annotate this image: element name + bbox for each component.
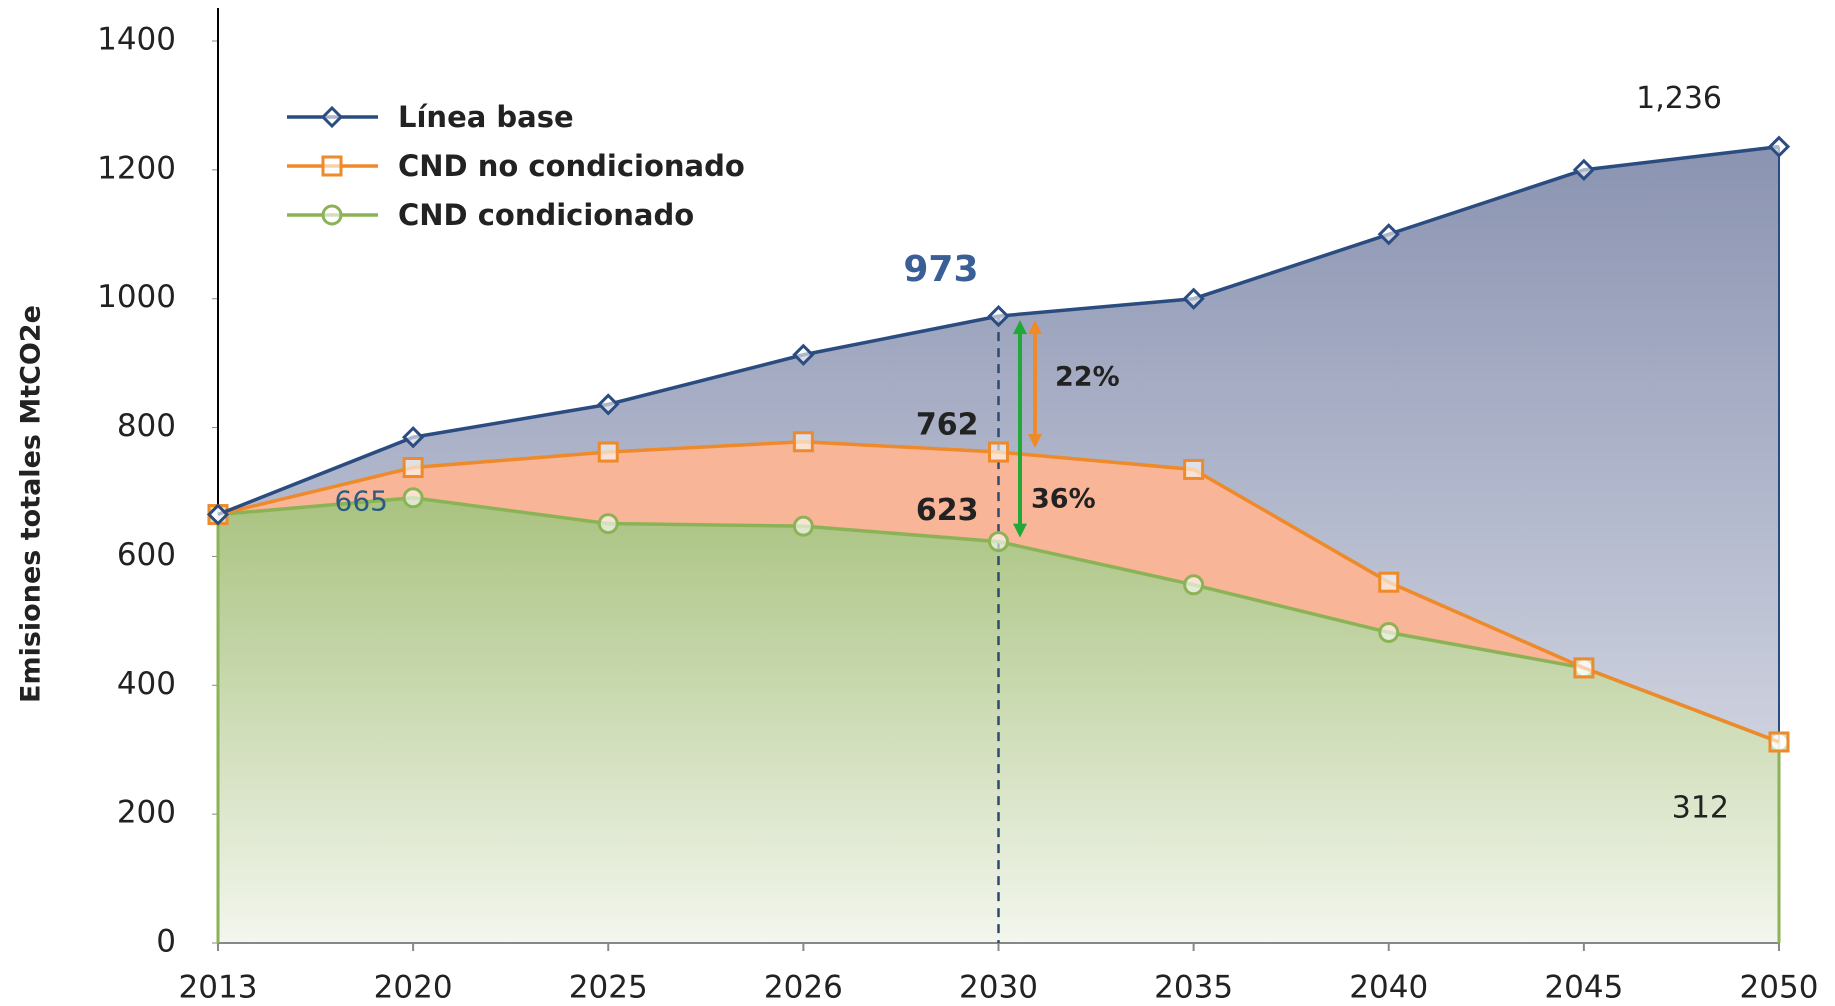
y-tick-label: 200	[117, 795, 176, 831]
legend-label: CND no condicionado	[398, 149, 745, 183]
y-tick-label: 1200	[97, 150, 176, 186]
marker	[1572, 158, 1595, 181]
x-tick-label: 2026	[764, 970, 843, 1006]
marker	[597, 513, 619, 535]
marker	[1183, 458, 1205, 480]
marker	[987, 304, 1010, 328]
data-label: 762	[916, 408, 979, 443]
arrow-head	[1028, 434, 1042, 449]
marker	[792, 515, 814, 537]
x-tick-label: 2030	[959, 970, 1038, 1006]
marker	[1767, 135, 1791, 158]
marker	[402, 487, 424, 509]
marker	[597, 441, 619, 463]
marker	[320, 105, 344, 129]
legend-marker	[320, 105, 344, 129]
y-axis-title: Emisiones totales MtCO2e	[16, 305, 47, 703]
y-tick-label: 0	[156, 924, 176, 960]
marker	[597, 393, 620, 416]
data-label: 665	[335, 485, 388, 518]
y-tick-label: 400	[117, 666, 176, 702]
legend-marker	[321, 155, 343, 177]
legend-label: CND condicionado	[398, 198, 694, 232]
legend-label: Línea base	[398, 100, 574, 134]
arrow-head	[1013, 523, 1027, 538]
marker	[402, 457, 424, 479]
data-label: 312	[1672, 790, 1729, 825]
marker	[1573, 657, 1595, 679]
x-tick-label: 2045	[1544, 970, 1623, 1006]
marker	[792, 431, 814, 453]
marker	[1377, 223, 1400, 246]
x-tick-label: 2040	[1349, 970, 1428, 1006]
marker	[988, 531, 1009, 553]
marker	[1768, 731, 1790, 753]
y-tick-label: 600	[117, 537, 176, 573]
legend-marker	[321, 204, 343, 226]
y-tick-label: 1400	[97, 22, 176, 58]
x-tick-label: 2050	[1740, 970, 1819, 1006]
x-tick-label: 2025	[569, 970, 648, 1006]
y-tick-label: 800	[117, 408, 176, 444]
annotation: 36%	[1031, 484, 1096, 515]
marker	[1378, 571, 1400, 593]
x-tick-label: 2013	[179, 970, 258, 1006]
data-label: 623	[916, 493, 979, 528]
marker	[792, 343, 815, 366]
y-tick-label: 1000	[97, 279, 176, 315]
annotation: 22%	[1055, 362, 1120, 393]
marker	[1182, 287, 1205, 310]
arrow-head	[1028, 320, 1042, 335]
marker	[206, 503, 230, 526]
marker	[321, 155, 343, 177]
x-tick-label: 2035	[1154, 970, 1233, 1006]
arrow-head	[1013, 320, 1027, 335]
marker	[988, 441, 1009, 463]
data-label: 1,236	[1636, 81, 1722, 116]
data-label: 973	[903, 249, 978, 290]
marker	[402, 426, 425, 449]
marker	[1183, 574, 1205, 596]
marker	[321, 204, 343, 226]
x-tick-label: 2020	[374, 970, 453, 1006]
marker	[1378, 621, 1400, 643]
